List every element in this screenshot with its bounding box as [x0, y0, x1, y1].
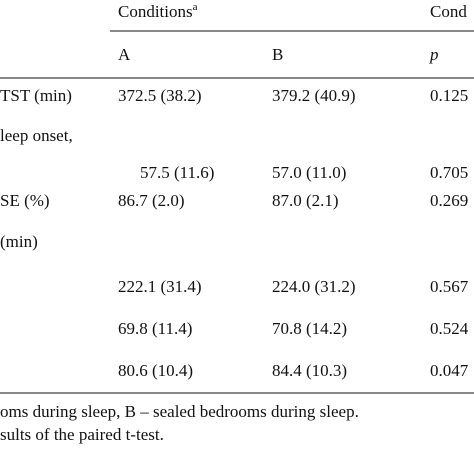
table-cell: 84.4 (10.3) — [272, 361, 347, 380]
table-cell: 0.269 — [430, 191, 468, 210]
table-cell: 0.047 — [430, 361, 469, 380]
group-title-text: Conditions — [118, 2, 193, 21]
table-cell: 379.2 (40.9) — [272, 86, 356, 105]
table-cell: 70.8 (14.2) — [272, 319, 347, 338]
row-label: (min) — [0, 232, 38, 251]
table-cell: 0.524 — [430, 319, 469, 338]
footnote: oms during sleep, B – sealed bedrooms du… — [0, 402, 359, 421]
table-cell: 0.705 — [430, 163, 468, 182]
table-cell: 57.0 (11.0) — [272, 163, 346, 182]
table-cell: 0.567 — [430, 277, 469, 296]
row-label: TST (min) — [0, 86, 72, 105]
footnote: sults of the paired t-test. — [0, 425, 164, 444]
group-title: Conditionsa — [118, 1, 198, 21]
column-header: p — [429, 45, 439, 64]
table-cell: 224.0 (31.2) — [272, 277, 356, 296]
table-cell: 222.1 (31.4) — [118, 277, 202, 296]
table-cell: 86.7 (2.0) — [118, 191, 185, 210]
table-cell: 372.5 (38.2) — [118, 86, 202, 105]
table-cell: 80.6 (10.4) — [118, 361, 193, 380]
table-cell: 87.0 (2.1) — [272, 191, 339, 210]
second-group-title: Cond — [430, 2, 467, 21]
group-note: a — [193, 1, 198, 13]
row-label: SE (%) — [0, 191, 50, 210]
row-label: leep onset, — [0, 126, 73, 145]
column-header: A — [118, 45, 131, 64]
column-header: B — [272, 45, 283, 64]
table-cell: 0.125 — [430, 86, 468, 105]
table-cell: 57.5 (11.6) — [140, 163, 214, 182]
table-cell: 69.8 (11.4) — [118, 319, 192, 338]
